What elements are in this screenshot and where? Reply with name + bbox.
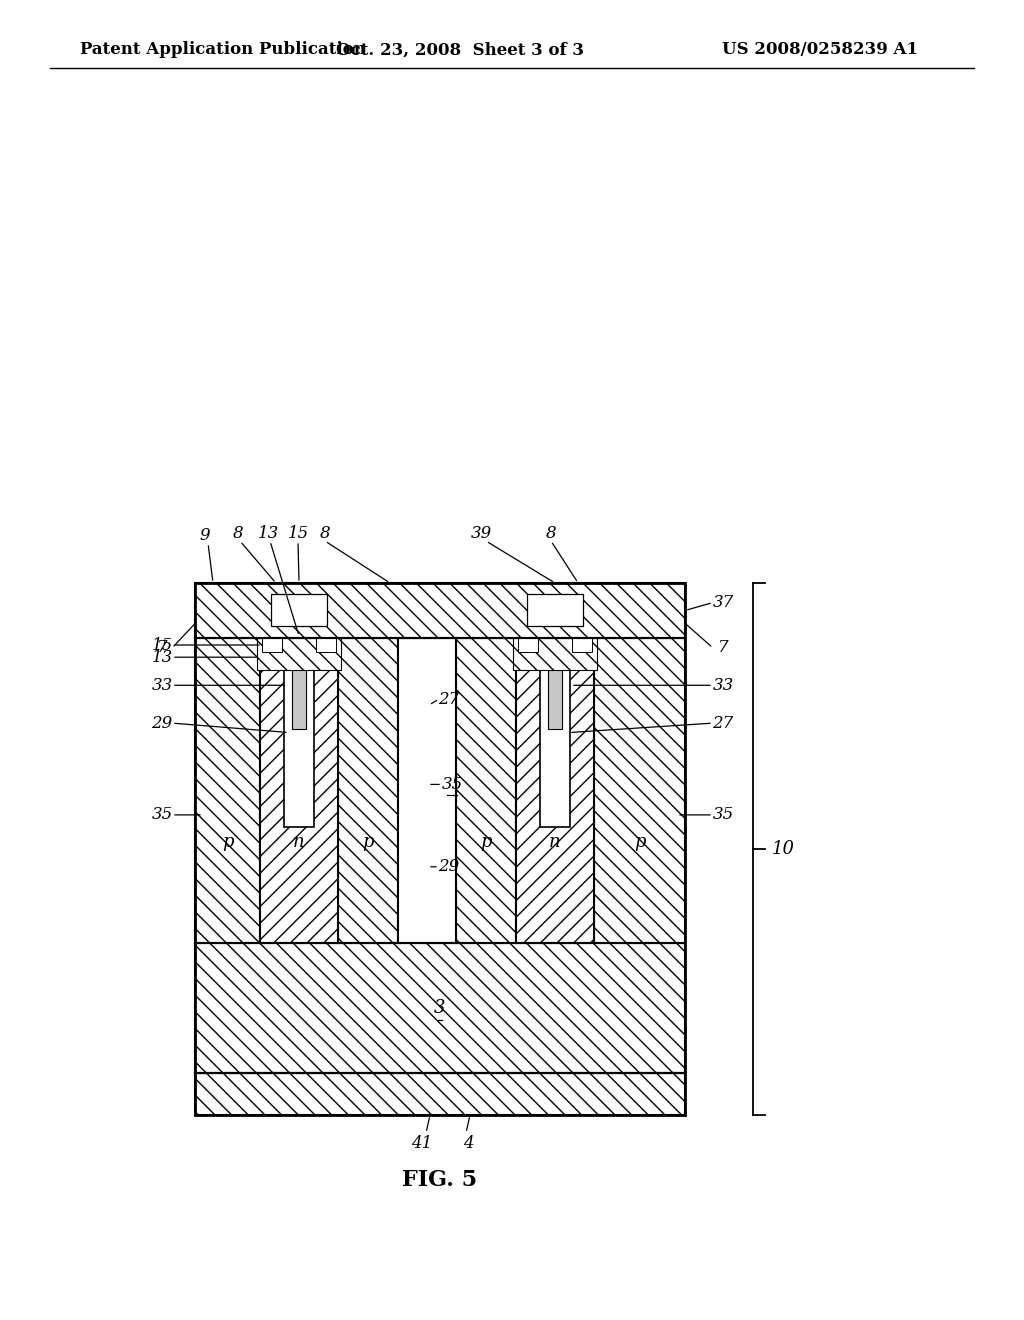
Text: 8: 8 (232, 524, 244, 541)
Text: 35: 35 (441, 776, 463, 793)
Bar (572, 638, 592, 652)
Bar (195, 1073, 685, 1115)
Text: FIG. 5: FIG. 5 (402, 1170, 477, 1191)
Text: 8: 8 (319, 524, 331, 541)
Text: 27: 27 (713, 714, 733, 731)
Bar (195, 638, 260, 942)
Text: 4: 4 (463, 1134, 473, 1151)
Text: US 2008/0258239 A1: US 2008/0258239 A1 (722, 41, 918, 58)
Bar (292, 638, 306, 729)
Text: 33: 33 (713, 677, 733, 694)
Text: p: p (634, 833, 645, 851)
Text: 35: 35 (152, 807, 173, 824)
Bar (195, 942, 685, 1073)
Text: 13: 13 (257, 524, 279, 541)
Text: 13: 13 (152, 648, 173, 665)
Text: 41: 41 (412, 1134, 432, 1151)
Bar (594, 638, 685, 942)
Bar (518, 638, 538, 652)
Bar (284, 638, 314, 828)
Bar (271, 594, 327, 626)
Text: p: p (362, 833, 374, 851)
Text: 8: 8 (546, 524, 556, 541)
Text: 10: 10 (771, 840, 795, 858)
Text: 7: 7 (718, 639, 728, 656)
Text: 29: 29 (152, 714, 173, 731)
Text: 9: 9 (200, 528, 210, 544)
Text: p: p (222, 833, 233, 851)
Text: 39: 39 (470, 524, 492, 541)
Bar (195, 583, 685, 1115)
Text: n: n (293, 833, 305, 851)
Text: 37: 37 (713, 594, 733, 611)
Bar (516, 638, 594, 942)
Bar (195, 583, 685, 638)
Bar (260, 638, 338, 942)
Bar (257, 638, 341, 671)
Text: 15: 15 (152, 636, 173, 653)
Bar (398, 638, 456, 942)
Bar (540, 638, 570, 828)
Bar (338, 638, 398, 942)
Text: n: n (549, 833, 561, 851)
Bar (262, 638, 282, 652)
Bar (513, 638, 597, 671)
Text: 29: 29 (438, 858, 460, 875)
Bar (316, 638, 336, 652)
Text: 3: 3 (434, 999, 445, 1016)
Text: p: p (480, 833, 492, 851)
Text: 33: 33 (152, 677, 173, 694)
Text: Oct. 23, 2008  Sheet 3 of 3: Oct. 23, 2008 Sheet 3 of 3 (336, 41, 584, 58)
Bar (548, 638, 562, 729)
Text: Patent Application Publication: Patent Application Publication (80, 41, 366, 58)
Bar (527, 594, 583, 626)
Text: 15: 15 (288, 524, 308, 541)
Text: 35: 35 (713, 807, 733, 824)
Text: 7: 7 (157, 639, 167, 656)
Text: 27: 27 (438, 690, 460, 708)
Bar (456, 638, 516, 942)
